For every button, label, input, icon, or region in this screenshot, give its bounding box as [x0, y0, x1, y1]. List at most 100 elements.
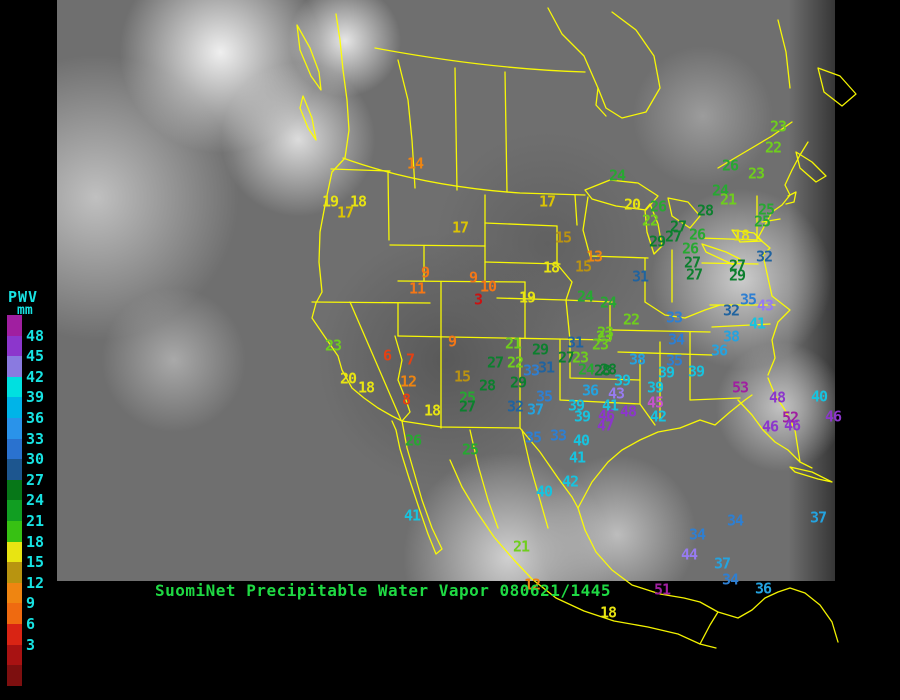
station-pwv-value: 36: [710, 341, 728, 360]
station-pwv-value: 41: [748, 314, 766, 333]
station-pwv-value: 24: [711, 181, 729, 200]
station-pwv-value: 32: [506, 397, 524, 416]
station-pwv-value: 47: [596, 416, 614, 435]
station-pwv-value: 27: [669, 217, 687, 236]
legend-color-box: [7, 541, 22, 563]
station-pwv-value: 33: [522, 361, 540, 380]
station-pwv-value: 24: [608, 166, 626, 185]
legend-tick-label: 6: [26, 615, 36, 633]
station-pwv-value: 9: [447, 332, 457, 351]
station-pwv-value: 23: [324, 336, 342, 355]
station-pwv-value: 45: [646, 393, 664, 412]
legend-color-box: [7, 500, 22, 522]
station-pwv-value: 46: [597, 406, 615, 425]
station-pwv-value: 24: [576, 287, 594, 306]
legend-color-box: [7, 376, 22, 398]
station-pwv-value: 26: [681, 239, 699, 258]
station-pwv-value: 37: [713, 554, 731, 573]
satellite-image: [57, 0, 835, 581]
station-pwv-value: 42: [561, 472, 579, 491]
station-pwv-value: 33: [549, 426, 567, 445]
station-pwv-value: 46: [824, 407, 842, 426]
station-pwv-value: 18: [423, 401, 441, 420]
station-pwv-value: 40: [810, 387, 828, 406]
station-pwv-value: 15: [554, 228, 572, 247]
station-pwv-value: 17: [336, 203, 354, 222]
station-pwv-value: 24: [599, 293, 617, 312]
legend-tick-label: 24: [26, 491, 45, 510]
station-pwv-value: 27: [458, 397, 476, 416]
legend-color-box: [7, 582, 22, 604]
station-pwv-value: 6: [382, 346, 392, 365]
station-pwv-value: 21: [719, 190, 737, 209]
station-pwv-value: 18: [357, 378, 375, 397]
station-pwv-value: 48: [619, 402, 637, 421]
legend-tick-label: 36: [26, 409, 45, 427]
product-timestamp: 080621/1445: [499, 581, 611, 600]
station-pwv-value: 10: [479, 277, 497, 296]
station-pwv-value: 39: [573, 407, 591, 426]
station-pwv-value: 39: [646, 378, 664, 397]
station-pwv-value: 43: [756, 296, 774, 315]
station-pwv-value: 9: [420, 263, 430, 282]
station-pwv-value: 23: [595, 327, 613, 346]
station-pwv-value: 34: [726, 511, 744, 530]
station-pwv-value: 39: [687, 362, 705, 381]
station-pwv-value: 28: [599, 360, 617, 379]
station-pwv-value: 18: [349, 192, 367, 211]
station-pwv-value: 38: [722, 327, 740, 346]
station-pwv-value: 41: [601, 396, 619, 415]
station-pwv-value: 42: [649, 407, 667, 426]
station-pwv-value: 22: [506, 353, 524, 372]
legend-color-box: [7, 397, 22, 419]
station-pwv-value: 27: [685, 265, 703, 284]
station-pwv-value: 48: [768, 388, 786, 407]
legend-tick-label: 27: [26, 470, 45, 489]
station-pwv-value: 34: [667, 330, 685, 349]
station-pwv-value: 35: [535, 387, 553, 406]
station-pwv-value: 41: [403, 506, 421, 525]
legend-tick-label: 9: [26, 594, 36, 613]
station-pwv-value: 32: [755, 247, 773, 266]
station-pwv-value: 22: [641, 211, 659, 230]
station-pwv-value: 19: [321, 192, 339, 211]
legend-color-box: [7, 315, 22, 336]
legend-tick-label: 39: [26, 388, 45, 407]
station-pwv-value: 12: [399, 372, 417, 391]
station-pwv-value: 8: [401, 390, 411, 409]
station-pwv-value: 36: [754, 579, 772, 598]
station-pwv-value: 41: [568, 448, 586, 467]
station-pwv-value: 14: [406, 154, 424, 173]
station-pwv-value: 27: [486, 353, 504, 372]
station-pwv-value: 35: [524, 428, 542, 447]
station-pwv-value: 20: [623, 195, 641, 214]
legend-tick-label: 3: [26, 635, 36, 654]
station-pwv-value: 27: [664, 227, 682, 246]
legend-color-box: [7, 418, 22, 439]
station-pwv-value: 36: [581, 381, 599, 400]
station-pwv-value: 31: [566, 333, 584, 352]
station-pwv-value: 29: [509, 373, 527, 392]
station-pwv-value: 43: [607, 384, 625, 403]
station-pwv-value: 31: [537, 358, 555, 377]
legend-tick-label: 48: [26, 326, 45, 345]
legend-color-box: [7, 521, 22, 542]
station-pwv-value: 19: [518, 288, 536, 307]
station-pwv-value: 35: [739, 290, 757, 309]
station-pwv-value: 18: [599, 603, 617, 622]
station-pwv-value: 38: [628, 350, 646, 369]
station-pwv-value: 21: [512, 537, 530, 556]
station-pwv-value: 52: [781, 408, 799, 427]
legend-tick-label: 21: [26, 512, 45, 530]
station-pwv-value: 23: [571, 348, 589, 367]
legend-color-box: [7, 459, 22, 481]
station-pwv-value: 32: [722, 301, 740, 320]
station-pwv-value: 25: [753, 212, 771, 231]
station-pwv-value: 13: [585, 247, 603, 266]
station-pwv-value: 34: [721, 570, 739, 589]
station-pwv-value: 26: [649, 197, 667, 216]
legend-tick-label: 42: [26, 367, 45, 386]
station-pwv-value: 29: [648, 232, 666, 251]
station-pwv-value: 37: [809, 508, 827, 527]
